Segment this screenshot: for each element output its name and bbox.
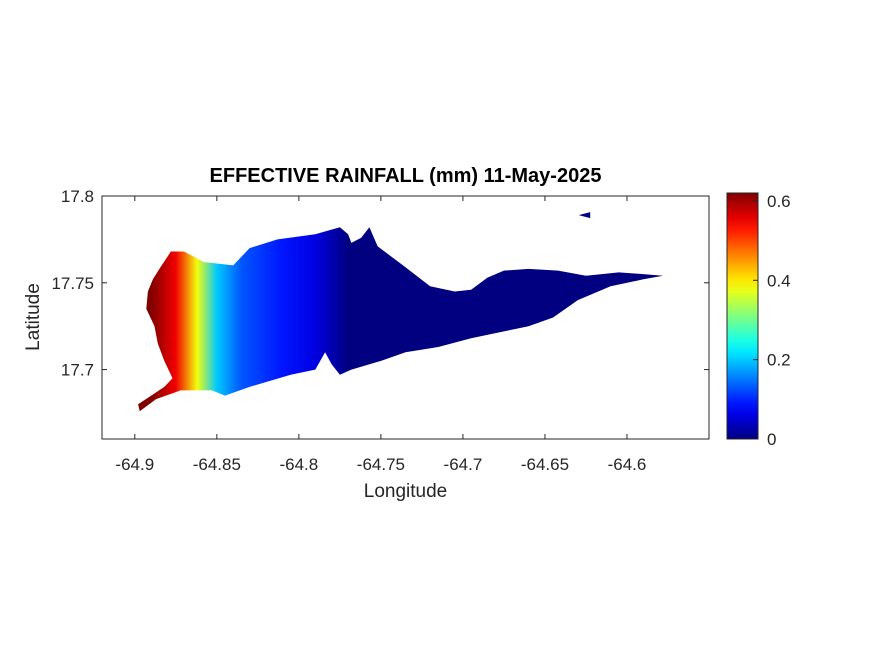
y-tick-label: 17.7 [61, 361, 94, 380]
colorbar-ticks: 0 0.2 0.4 0.6 [753, 192, 791, 449]
y-tick-label: 17.75 [51, 274, 94, 293]
x-tick-label: -64.7 [444, 455, 483, 474]
colorbar-tick-label: 0.4 [767, 271, 791, 290]
x-tick-label: -64.75 [357, 455, 405, 474]
rainfall-fill [138, 227, 664, 412]
x-tick-label: -64.85 [193, 455, 241, 474]
x-tick-label: -64.65 [521, 455, 569, 474]
colorbar-tick-label: 0.2 [767, 351, 791, 370]
colorbar-tick-label: 0.6 [767, 192, 791, 211]
colorbar-box [726, 192, 759, 440]
islet-patch [578, 212, 591, 219]
axes-box [101, 195, 710, 440]
x-axis-label: Longitude [363, 481, 448, 502]
colorbar [727, 193, 758, 439]
axis-ticks: -64.9 -64.85 -64.8 -64.75 -64.7 -64.65 -64.6 17… [51, 187, 709, 474]
x-tick-label: -64.9 [115, 455, 154, 474]
x-tick-label: -64.6 [608, 455, 647, 474]
y-tick-label: 17.8 [61, 187, 94, 206]
rainfall-field [138, 212, 664, 412]
chart-title: EFFECTIVE RAINFALL (mm) 11-May-2025 [209, 165, 602, 187]
x-tick-label: -64.8 [279, 455, 318, 474]
colorbar-tick-label: 0 [767, 430, 776, 449]
